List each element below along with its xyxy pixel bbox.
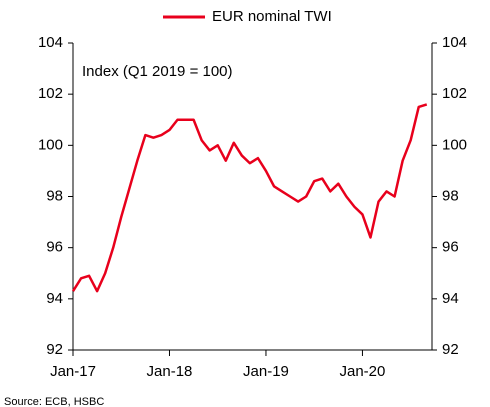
source: Source: ECB, HSBC	[4, 396, 104, 407]
y2-tick-label: 102	[442, 85, 467, 102]
y-tick-label: 92	[46, 341, 63, 358]
x-tick-label: Jan-20	[340, 363, 386, 380]
annotation: Index (Q1 2019 = 100)	[82, 63, 233, 80]
x-tick-label: Jan-18	[147, 363, 193, 380]
y2-tick-label: 96	[442, 239, 459, 256]
y2-tick-label: 100	[442, 136, 467, 153]
x-tick-label: Jan-19	[243, 363, 289, 380]
x-tick-label: Jan-17	[50, 363, 96, 380]
line	[71, 103, 428, 293]
y-tick-label: 94	[46, 290, 63, 307]
y-tick-label: 102	[38, 85, 63, 102]
legend-label: EUR nominal TWI	[212, 8, 332, 25]
y-tick-label: 98	[46, 187, 63, 204]
y-tick-label: 100	[38, 136, 63, 153]
y-tick-label: 96	[46, 239, 63, 256]
y2-tick-label: 98	[442, 187, 459, 204]
y-tick-label: 104	[38, 34, 63, 51]
y2-tick-label: 104	[442, 34, 467, 51]
y2-tick-label: 94	[442, 290, 459, 307]
y2-tick-label: 92	[442, 341, 459, 358]
